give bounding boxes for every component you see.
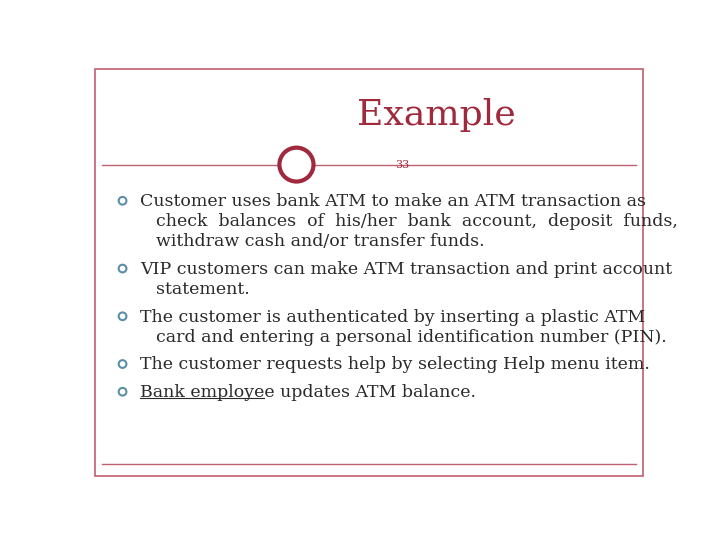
Text: VIP customers can make ATM transaction and print account: VIP customers can make ATM transaction a… [140, 261, 672, 278]
FancyBboxPatch shape [94, 70, 644, 476]
Circle shape [119, 265, 127, 272]
Text: The customer is authenticated by inserting a plastic ATM: The customer is authenticated by inserti… [140, 308, 646, 326]
Text: The customer requests help by selecting Help menu item.: The customer requests help by selecting … [140, 356, 650, 373]
Text: check  balances  of  his/her  bank  account,  deposit  funds,: check balances of his/her bank account, … [156, 213, 678, 230]
Text: withdraw cash and/or transfer funds.: withdraw cash and/or transfer funds. [156, 233, 485, 250]
Text: Example: Example [356, 98, 516, 132]
Text: 33: 33 [395, 160, 410, 170]
Text: card and entering a personal identification number (PIN).: card and entering a personal identificat… [156, 328, 667, 346]
Circle shape [119, 388, 127, 396]
Text: statement.: statement. [156, 281, 250, 298]
Circle shape [119, 197, 127, 205]
Text: Bank employee updates ATM balance.: Bank employee updates ATM balance. [140, 384, 477, 401]
Circle shape [279, 147, 313, 181]
Text: Customer uses bank ATM to make an ATM transaction as: Customer uses bank ATM to make an ATM tr… [140, 193, 647, 210]
Circle shape [119, 360, 127, 368]
Circle shape [119, 313, 127, 320]
